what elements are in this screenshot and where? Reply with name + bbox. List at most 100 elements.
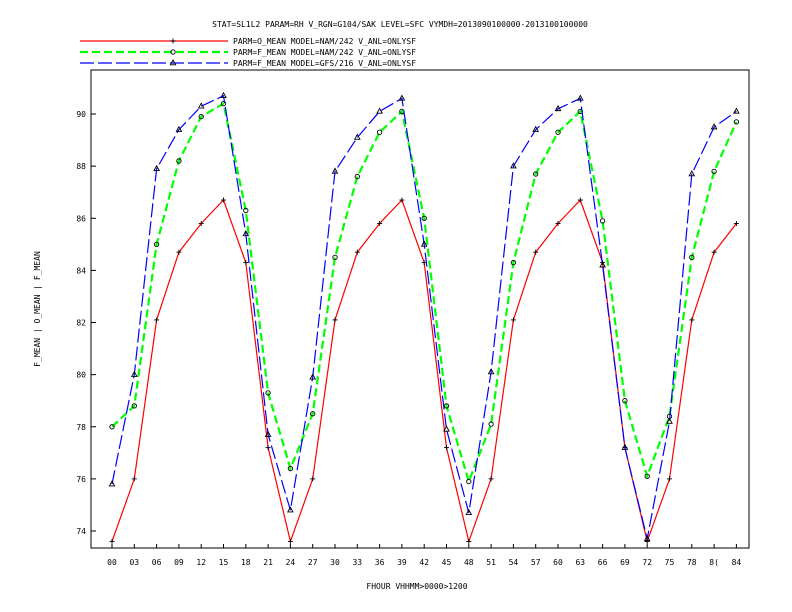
- series-1: [109, 197, 739, 544]
- x-tick-label: 60: [553, 558, 563, 567]
- y-tick-label: 78: [76, 423, 86, 432]
- data-point: [310, 411, 316, 417]
- data-point: [310, 476, 316, 482]
- data-point: [533, 171, 539, 177]
- data-point: [443, 403, 450, 409]
- data-point: [689, 254, 695, 261]
- data-point: [175, 125, 183, 132]
- x-tick-label: 00: [107, 558, 117, 567]
- data-point: [510, 259, 517, 266]
- data-point: [420, 240, 428, 247]
- data-point: [377, 220, 383, 226]
- data-point: [287, 506, 294, 513]
- x-tick-label: 48: [464, 558, 474, 567]
- data-point: [332, 254, 338, 261]
- y-tick-label: 84: [76, 266, 86, 275]
- data-point: [221, 197, 226, 203]
- data-point: [421, 215, 427, 221]
- data-point: [466, 478, 472, 485]
- data-point: [555, 129, 561, 135]
- plot-area-frame: [90, 69, 750, 549]
- data-point: [376, 129, 383, 135]
- data-point: [711, 168, 717, 175]
- data-point: [220, 91, 227, 99]
- x-axis-label: FHOUR VHHMM>0000>1200: [366, 582, 467, 591]
- data-point: [153, 241, 160, 247]
- data-point: [532, 125, 540, 132]
- data-point: [599, 261, 606, 268]
- data-point: [688, 170, 696, 177]
- series-2: [109, 100, 740, 485]
- x-tick-label: 18: [241, 558, 251, 567]
- data-point: [176, 249, 182, 255]
- x-axis: 00 03 06 09 12 15 18 21 24 27 30 33 36 39 42 45 48 51 54 57…: [107, 544, 741, 567]
- data-point: [554, 104, 562, 112]
- x-tick-label: 21: [263, 558, 273, 567]
- data-point: [466, 538, 472, 544]
- x-tick-label: 36: [375, 558, 385, 567]
- y-axis-label: F_MEAN | O_MEAN | F_MEAN: [33, 251, 42, 367]
- x-tick-label: 63: [575, 558, 585, 567]
- chart-title: STAT=SL1L2 PARAM=RH V_RGN=G104/SAK LEVEL…: [212, 20, 588, 29]
- y-tick-label: 86: [76, 214, 86, 223]
- data-point: [666, 417, 673, 424]
- legend-marker: [169, 59, 177, 66]
- data-point: [198, 113, 204, 120]
- data-point: [243, 207, 249, 214]
- data-point: [131, 476, 137, 482]
- x-tick-label: 84: [732, 558, 742, 567]
- legend-label: PARM=F_MEAN MODEL=GFS/216 V_ANL=ONLYSF: [233, 59, 416, 68]
- data-point: [399, 197, 405, 203]
- data-point: [510, 162, 517, 169]
- x-tick-label: 72: [642, 558, 652, 567]
- data-point: [287, 538, 293, 544]
- data-point: [242, 229, 250, 237]
- data-point: [733, 107, 740, 114]
- series-3: [108, 91, 740, 542]
- data-point: [353, 133, 361, 140]
- data-point: [131, 403, 137, 409]
- data-point: [443, 425, 450, 432]
- data-point: [710, 123, 718, 130]
- data-point: [376, 107, 383, 114]
- y-tick-label: 90: [76, 110, 86, 119]
- x-tick-label: 57: [531, 558, 541, 567]
- data-point: [667, 476, 672, 482]
- series-line: [111, 94, 737, 539]
- x-tick-label: 24: [286, 558, 296, 567]
- data-point: [287, 465, 294, 472]
- data-point: [555, 220, 561, 226]
- data-point: [130, 370, 138, 377]
- y-tick-label: 82: [76, 319, 86, 328]
- data-point: [599, 218, 606, 224]
- data-point: [108, 480, 116, 487]
- x-tick-label: 09: [174, 558, 184, 567]
- data-point: [644, 538, 650, 544]
- data-point: [533, 249, 539, 255]
- data-point: [153, 164, 160, 172]
- series-line: [111, 101, 738, 485]
- data-point: [109, 538, 115, 544]
- y-tick-label: 88: [76, 162, 86, 171]
- data-point: [176, 158, 182, 164]
- data-point: [109, 424, 115, 430]
- data-point: [354, 249, 360, 255]
- x-tick-label: 39: [397, 558, 407, 567]
- x-tick-label: 33: [352, 558, 362, 567]
- legend-label: PARM=O_MEAN MODEL=NAM/242 V_ANL=ONLYSF: [233, 37, 416, 46]
- data-point: [265, 445, 271, 451]
- x-tick-label: 45: [442, 558, 452, 567]
- data-point: [643, 534, 651, 542]
- x-tick-label: 12: [196, 558, 206, 567]
- legend: PARM=O_MEAN MODEL=NAM/242 V_ANL=ONLYSF PA…: [80, 37, 416, 68]
- series-layer: [108, 91, 740, 544]
- x-tick-label: 42: [419, 558, 429, 567]
- data-point: [733, 119, 740, 125]
- legend-item-3: PARM=F_MEAN MODEL=GFS/216 V_ANL=ONLYSF: [80, 59, 416, 68]
- data-point: [488, 476, 494, 482]
- legend-item-1: PARM=O_MEAN MODEL=NAM/242 V_ANL=ONLYSF: [80, 37, 416, 46]
- data-point: [510, 317, 516, 323]
- y-tick-label: 74: [76, 527, 86, 536]
- x-tick-label: 8(: [709, 558, 719, 567]
